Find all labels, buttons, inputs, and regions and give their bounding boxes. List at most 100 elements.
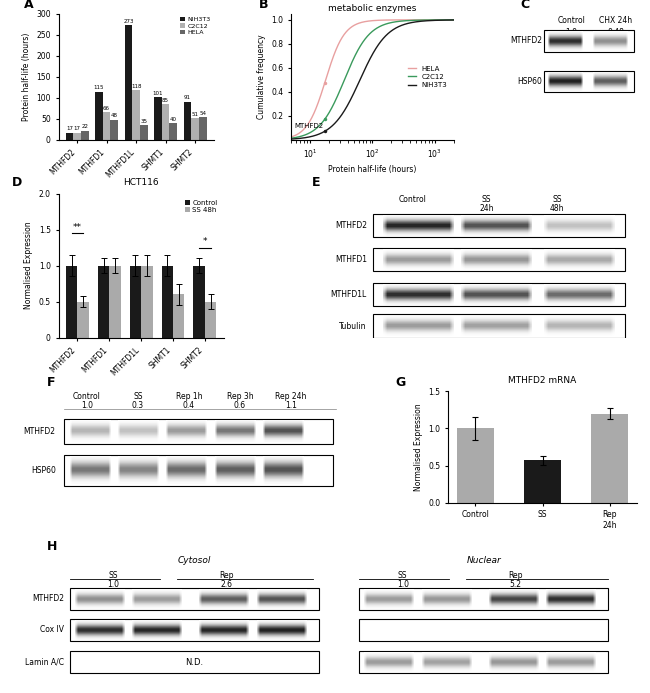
- Text: Rep 3h: Rep 3h: [227, 392, 253, 401]
- Text: MTHFD2: MTHFD2: [510, 37, 541, 46]
- Y-axis label: Cumulative frequency: Cumulative frequency: [257, 35, 266, 119]
- Text: Nuclear: Nuclear: [466, 556, 501, 565]
- Text: SS: SS: [398, 571, 408, 580]
- Text: **: **: [73, 222, 82, 231]
- Text: 1.0: 1.0: [407, 213, 419, 222]
- Text: MTHFD2: MTHFD2: [32, 594, 64, 603]
- Text: 0.6: 0.6: [551, 283, 564, 292]
- Text: 0.6: 0.6: [480, 213, 493, 222]
- Bar: [95, 91, 103, 140]
- Bar: [184, 102, 191, 140]
- Bar: [154, 98, 162, 140]
- Text: 1.0: 1.0: [107, 580, 120, 589]
- Text: 91: 91: [184, 96, 191, 100]
- Text: 66: 66: [103, 106, 110, 111]
- Bar: [66, 133, 73, 140]
- Bar: [359, 619, 608, 641]
- Text: G: G: [395, 376, 406, 389]
- Text: 22: 22: [81, 124, 88, 130]
- Bar: [193, 265, 205, 337]
- Text: 51: 51: [192, 112, 199, 117]
- Text: F: F: [47, 376, 56, 389]
- Text: 0.4: 0.4: [183, 401, 195, 410]
- Bar: [191, 119, 199, 140]
- Text: Rep 1h: Rep 1h: [176, 392, 202, 401]
- Bar: [132, 90, 140, 140]
- Legend: NIH3T3, C2C12, HELA: NIH3T3, C2C12, HELA: [181, 17, 211, 35]
- Y-axis label: Protein half-life (hours): Protein half-life (hours): [21, 33, 31, 121]
- Text: 0.8: 0.8: [551, 248, 563, 257]
- Text: 1.0: 1.0: [81, 401, 93, 410]
- Text: H: H: [47, 540, 57, 553]
- Bar: [70, 619, 318, 641]
- Text: A: A: [24, 0, 34, 10]
- Text: SS: SS: [109, 571, 118, 580]
- Text: MTHFD2: MTHFD2: [23, 427, 56, 436]
- Text: Tubulin: Tubulin: [339, 322, 367, 331]
- Text: CHX 24h: CHX 24h: [599, 17, 632, 26]
- Bar: [373, 315, 625, 337]
- Text: Cox IV: Cox IV: [40, 625, 64, 634]
- Text: SS: SS: [133, 392, 142, 401]
- Bar: [359, 588, 608, 610]
- Bar: [70, 651, 318, 673]
- Bar: [170, 123, 177, 140]
- Text: MTHFD1: MTHFD1: [335, 255, 367, 264]
- Text: 35: 35: [140, 119, 148, 124]
- Text: 101: 101: [153, 91, 163, 96]
- Bar: [73, 133, 81, 140]
- Text: 1.0: 1.0: [396, 580, 409, 589]
- Text: Rep: Rep: [508, 571, 523, 580]
- Text: 1.0: 1.0: [407, 283, 419, 292]
- Text: 1.1: 1.1: [480, 248, 493, 257]
- Bar: [64, 419, 333, 444]
- Text: Rep: Rep: [219, 571, 233, 580]
- Bar: [98, 265, 109, 337]
- Bar: [359, 651, 608, 673]
- Text: D: D: [12, 176, 23, 189]
- Bar: [524, 460, 561, 503]
- Text: Control: Control: [558, 17, 586, 26]
- Text: Rep 24h: Rep 24h: [275, 392, 307, 401]
- Text: 0.48: 0.48: [607, 28, 624, 37]
- Bar: [161, 265, 173, 337]
- Bar: [66, 265, 77, 337]
- Bar: [162, 104, 170, 140]
- Text: 48h: 48h: [550, 204, 564, 213]
- Bar: [130, 265, 141, 337]
- Bar: [109, 265, 121, 337]
- Y-axis label: Normalised Expression: Normalised Expression: [414, 403, 422, 491]
- Text: 5.2: 5.2: [510, 580, 521, 589]
- Text: 118: 118: [131, 84, 141, 89]
- Text: E: E: [311, 176, 320, 189]
- Bar: [592, 414, 629, 503]
- Text: 40: 40: [170, 117, 177, 122]
- Text: HSP60: HSP60: [31, 466, 56, 475]
- Text: 85: 85: [162, 98, 169, 103]
- Bar: [373, 213, 625, 237]
- Bar: [457, 428, 494, 503]
- Text: 0.3: 0.3: [132, 401, 144, 410]
- Text: *: *: [203, 237, 207, 246]
- Text: 1.1: 1.1: [285, 401, 297, 410]
- Bar: [125, 25, 132, 140]
- Text: 0.7: 0.7: [480, 283, 493, 292]
- Text: HSP60: HSP60: [517, 77, 541, 86]
- Text: MTHFD2: MTHFD2: [294, 123, 323, 129]
- Text: Lamin A/C: Lamin A/C: [25, 658, 64, 667]
- Bar: [103, 112, 111, 140]
- Text: 24h: 24h: [479, 204, 494, 213]
- Y-axis label: Normalised Expression: Normalised Expression: [24, 222, 33, 309]
- Bar: [81, 130, 88, 140]
- Title: MTHFD2 mRNA: MTHFD2 mRNA: [508, 376, 577, 385]
- Text: B: B: [259, 0, 268, 10]
- Text: N.D.: N.D.: [185, 658, 203, 667]
- Bar: [373, 248, 625, 271]
- Bar: [205, 301, 216, 337]
- Bar: [77, 301, 89, 337]
- Text: 273: 273: [124, 19, 134, 24]
- Bar: [544, 71, 634, 92]
- Text: Control: Control: [399, 195, 427, 204]
- Text: 48: 48: [111, 114, 118, 119]
- Legend: Control, SS 48h: Control, SS 48h: [182, 197, 220, 216]
